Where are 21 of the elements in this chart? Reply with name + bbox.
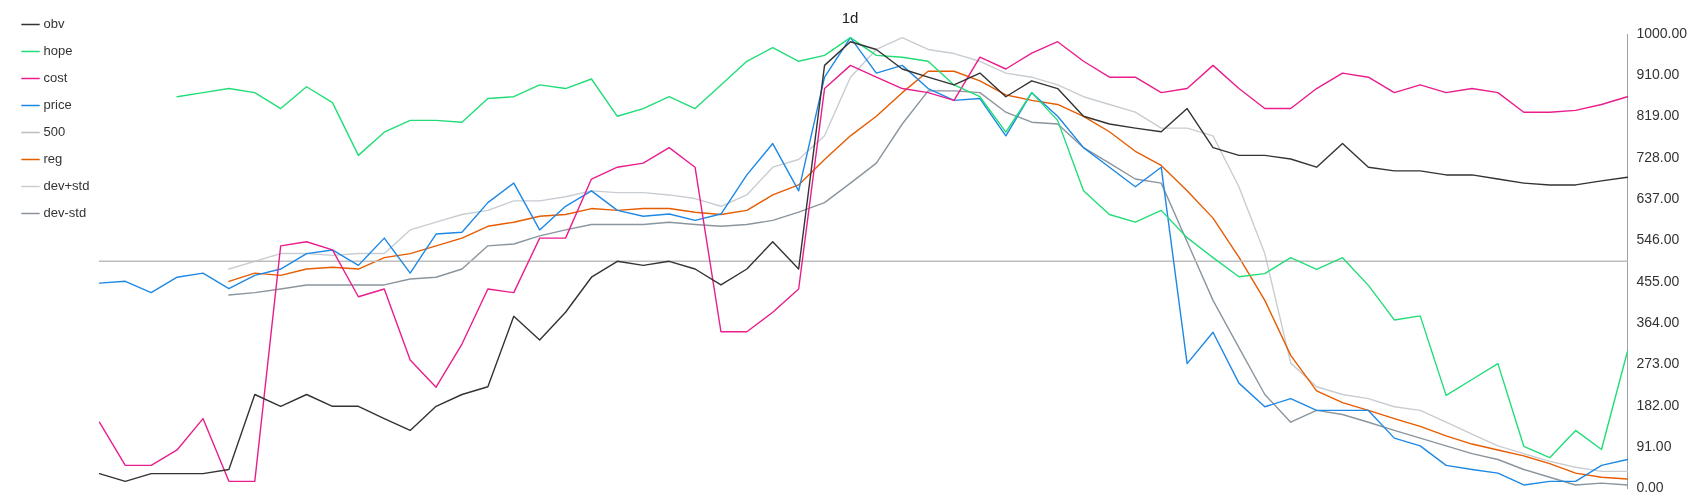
y-tick-label: 182.00 — [1636, 396, 1680, 413]
y-tick-label: 728.00 — [1636, 148, 1680, 165]
legend-label: price — [43, 97, 72, 113]
legend-label: dev+std — [43, 178, 90, 194]
y-tick-label: 455.00 — [1636, 272, 1680, 289]
y-tick-label: 0.00 — [1636, 479, 1664, 496]
y-tick-label: 273.00 — [1636, 355, 1680, 372]
legend-label: hope — [43, 43, 73, 59]
legend-label: 500 — [43, 124, 66, 140]
y-tick-label: 546.00 — [1636, 231, 1680, 248]
y-tick-label: 364.00 — [1636, 313, 1680, 330]
chart-title: 1d — [841, 9, 859, 27]
y-tick-label: 637.00 — [1636, 189, 1680, 206]
y-tick-label: 819.00 — [1636, 107, 1680, 124]
y-tick-label: 1000.00 — [1636, 24, 1688, 41]
y-tick-label: 91.00 — [1636, 438, 1672, 455]
y-tick-label: 910.00 — [1636, 65, 1680, 82]
legend-label: cost — [43, 70, 68, 86]
legend-label: obv — [43, 16, 65, 32]
legend-label: dev-std — [43, 205, 87, 221]
legend-label: reg — [43, 151, 63, 167]
